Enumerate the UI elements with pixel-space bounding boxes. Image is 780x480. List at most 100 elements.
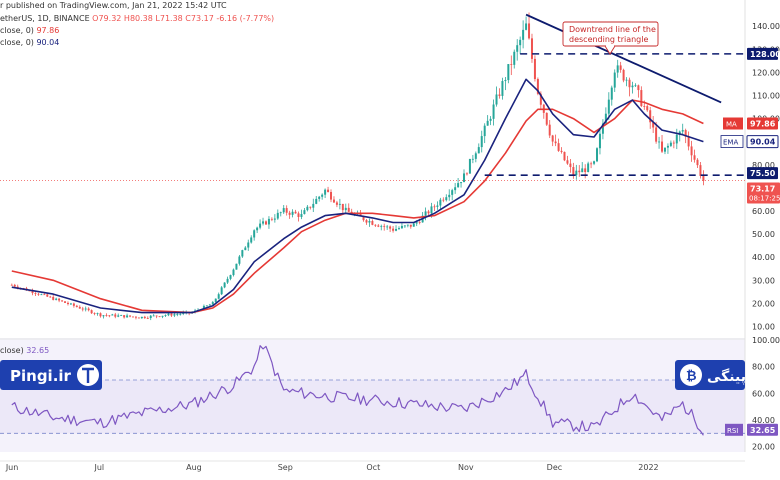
candle-body [386,226,389,228]
candle-body [430,206,433,214]
candle-body [439,199,442,206]
candle-body [78,306,81,309]
candle-body [409,224,412,227]
candle-body [468,158,471,174]
candle-body [37,293,40,295]
candle-body [58,298,61,301]
candle-body [226,278,229,283]
y-tick-label: 20.00 [752,299,775,308]
ema-tag-bg [720,135,744,148]
last-price-label: 73.17 [750,185,775,194]
candle-body [640,90,643,107]
candle-body [669,142,672,146]
candle-body [392,228,395,231]
candle-body [616,65,619,73]
candle-body [69,303,72,305]
candle-body [569,163,572,168]
candle-body [117,315,120,317]
candle-body [13,284,16,287]
candle-body [309,206,312,208]
candle-body [55,298,58,300]
candle-body [554,141,557,144]
candle-body [164,315,167,317]
candle-body [403,225,406,227]
brand-left-text: Pingi.ir [10,367,72,385]
ohlc-line: etherUS, 1D, BINANCE O79.32 H80.38 L71.3… [0,14,274,23]
candle-body [300,214,303,217]
ma-price-label: 97.86 [750,120,776,129]
candle-body [522,29,525,40]
downtrend-line [525,13,722,104]
candle-body [666,145,669,148]
ma-legend-label: close, 0) [0,26,34,35]
candle-body [267,218,270,225]
ma-tag: MA [726,121,737,129]
candle-body [652,122,655,128]
candle-body [380,225,383,227]
candle-body [631,85,634,88]
candle-body [10,284,13,286]
candle-body [327,189,330,193]
candle-body [179,313,182,315]
rsi-y-tick-label: 100.00 [752,336,780,345]
candle-body [513,51,516,65]
candle-body [480,136,483,148]
candle-body [335,202,338,205]
candle-body [99,313,102,317]
candle-body [560,150,563,152]
candle-body [566,160,569,164]
candle-body [217,294,220,299]
annotation-pointer [604,45,616,55]
ema-price-label: 90.04 [750,138,776,147]
high-value: H80.38 [123,14,153,23]
ma-legend-value: 97.86 [36,26,60,35]
candle-body [167,313,170,316]
candle-body [96,313,99,315]
candle-body [332,199,335,203]
y-tick-label: 120.00 [752,68,780,77]
candle-body [270,218,273,220]
candle-body [66,302,69,305]
candle-body [501,81,504,96]
candle-body [646,106,649,111]
candle-body [34,293,37,294]
candle-body [40,294,43,296]
candle-body [415,222,418,224]
low-value: L71.38 [155,14,183,23]
resistance-label-bg [747,47,778,60]
candle-body [702,175,705,181]
candle-body [578,170,581,173]
candle-body [530,38,533,59]
published-text: r published on TradingView.com, Jan 21, … [0,1,227,10]
candle-body [625,79,628,81]
candle-body [637,85,640,91]
rsi-value-label-bg [747,423,778,436]
y-tick-label: 140.00 [752,22,780,31]
candle-body [341,203,344,211]
candle-body [593,161,596,164]
candle-body [557,143,560,151]
published-line: r published on TradingView.com, Jan 21, … [0,1,227,10]
candle-body [486,120,489,126]
candle-body [223,282,226,288]
candle-body [84,308,87,310]
y-tick-label: 80.00 [752,161,775,170]
candle-body [619,65,622,70]
candle-body [129,315,132,317]
ma-tag-bg [723,117,743,130]
candle-body [347,207,350,212]
y-tick-label: 60.00 [752,207,775,216]
symbol-label: etherUS, 1D, BINANCE [0,14,90,23]
rsi-tag: RSI [727,427,738,435]
candle-body [211,302,214,305]
candle-body [400,225,403,229]
ema-legend-value: 90.04 [36,38,60,47]
candle-body [433,206,436,208]
candle-body [244,247,247,251]
candle-body [539,93,542,105]
candle-body [427,211,430,214]
candle-body [365,220,368,223]
candle-body [389,226,392,229]
candle-body [140,316,143,319]
